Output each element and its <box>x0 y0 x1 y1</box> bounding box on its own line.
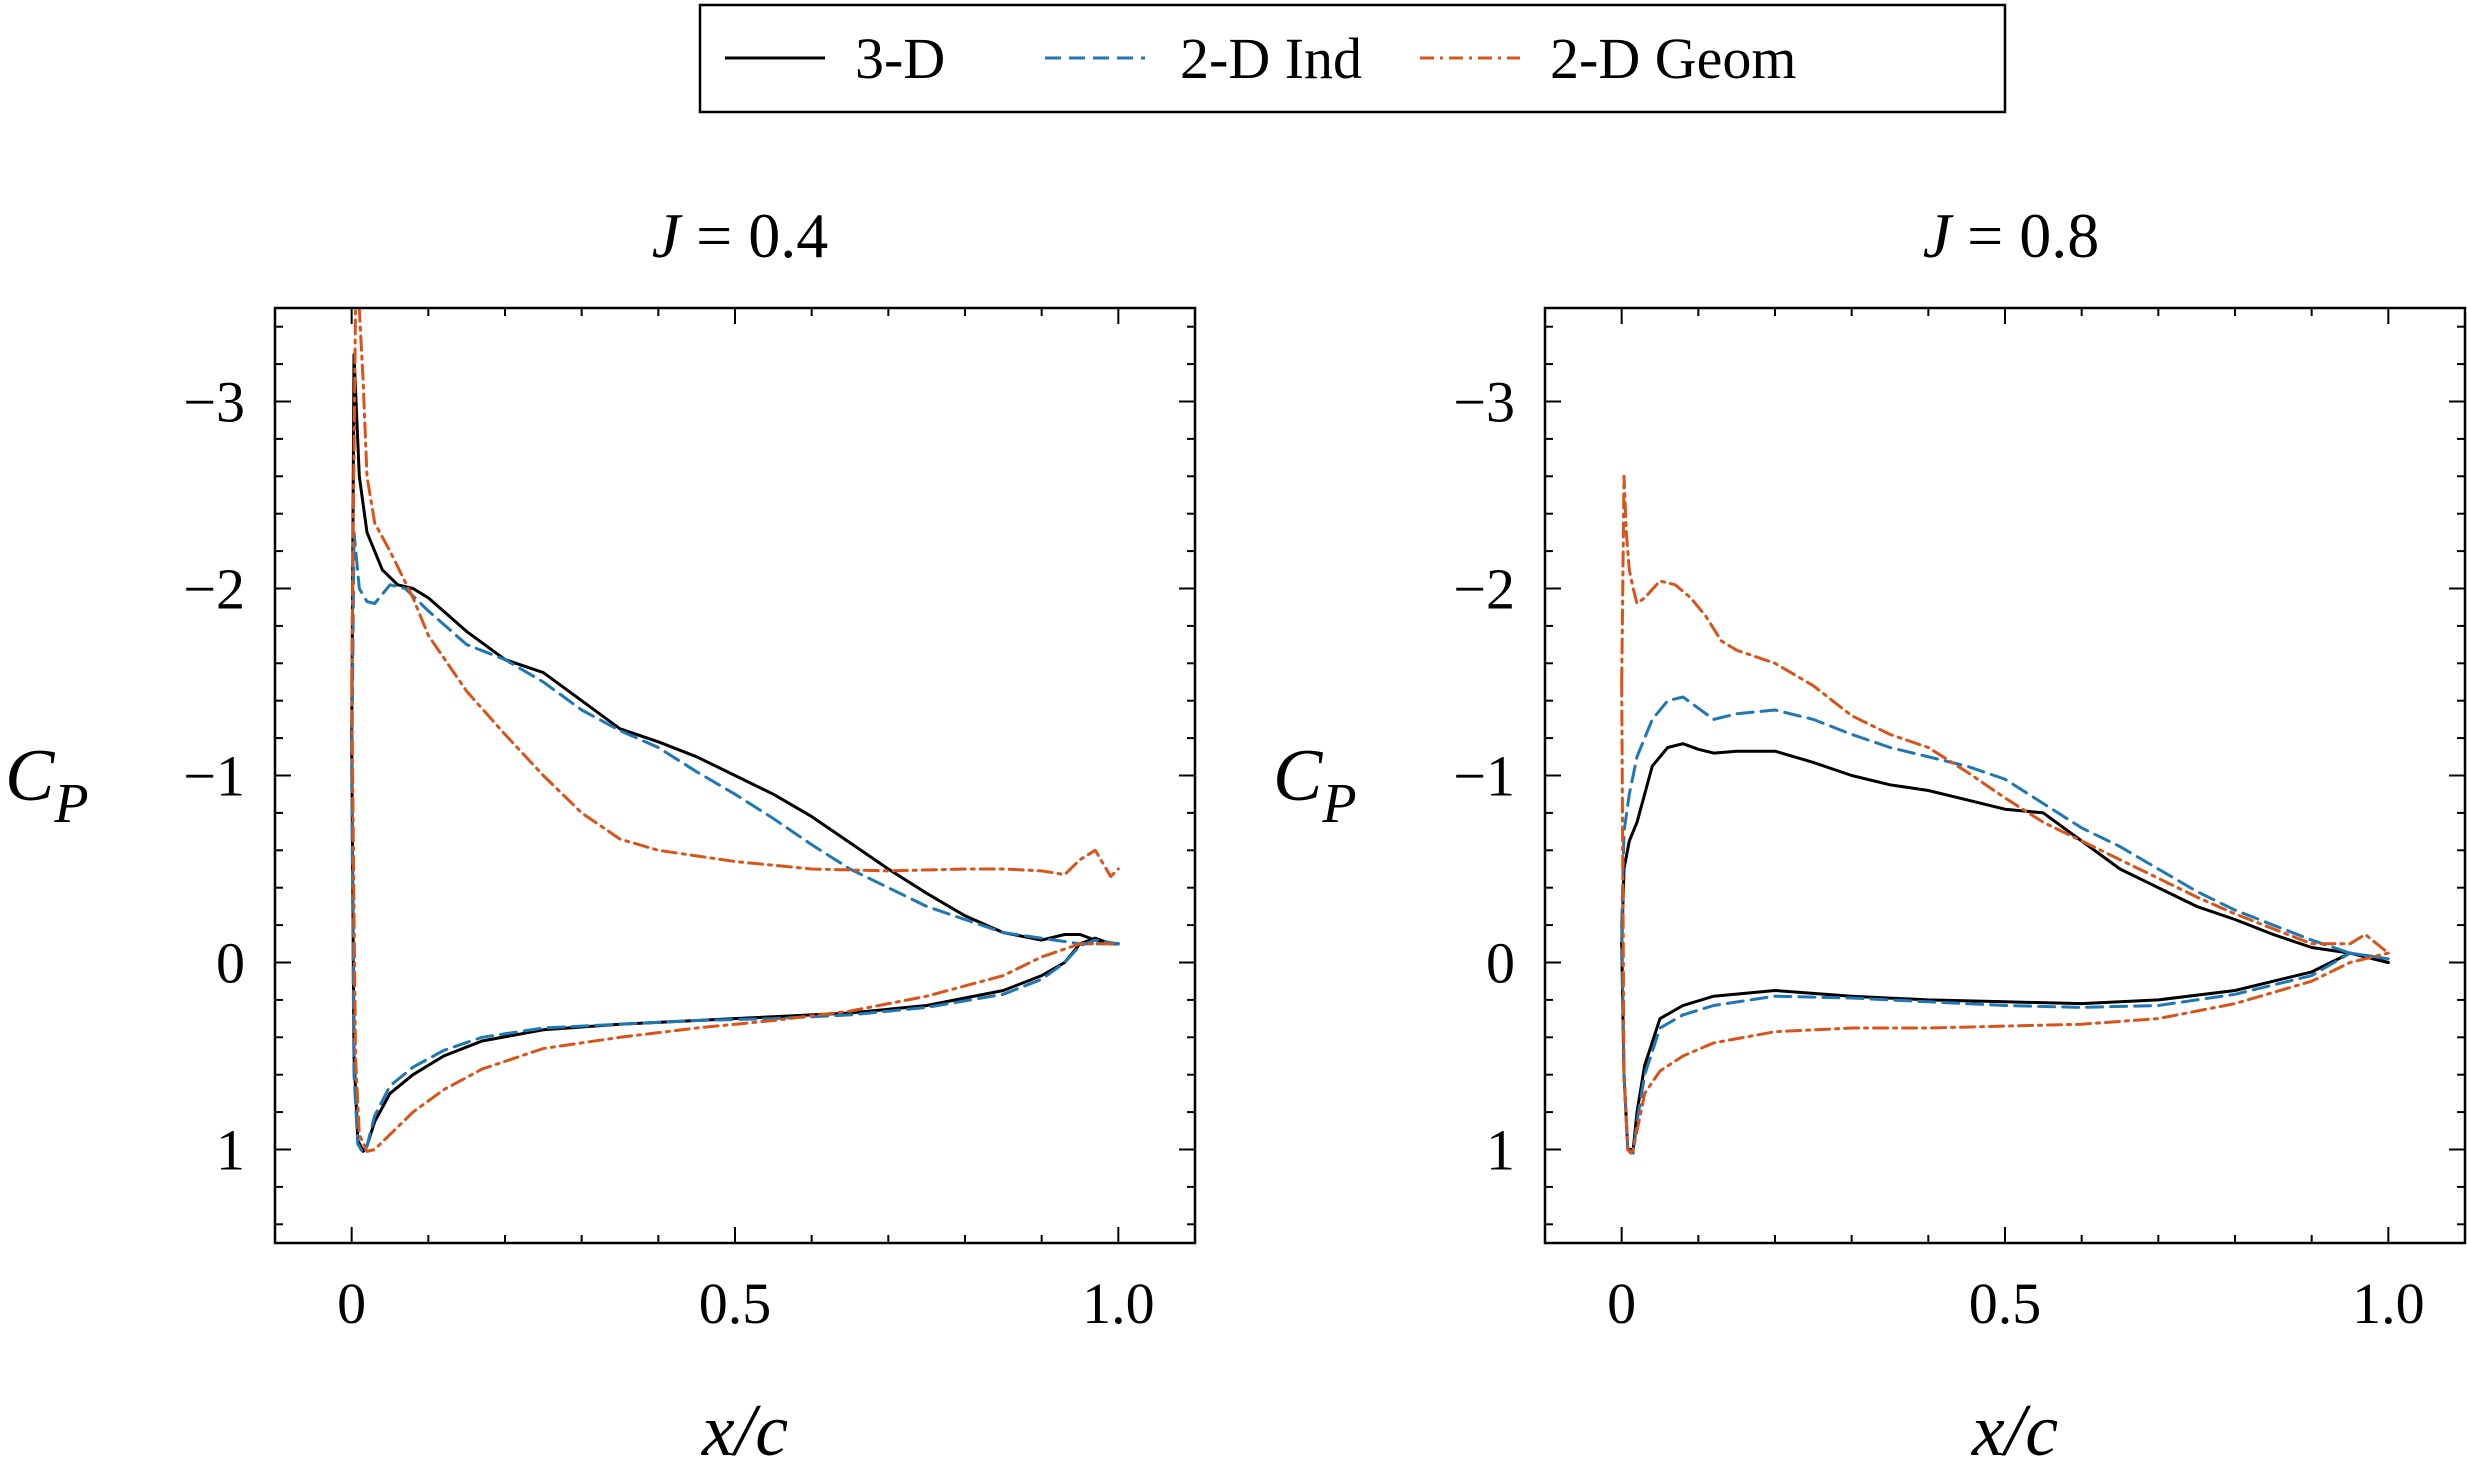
y-axis-title-main: C <box>1273 735 1324 817</box>
title-j: J <box>652 200 683 271</box>
x-tick-label: 1.0 <box>1082 1271 1155 1336</box>
y-tick-label: −3 <box>183 370 245 435</box>
y-tick-label: −2 <box>1453 557 1515 622</box>
series-2-d-ind-lower-line <box>1620 923 2390 1155</box>
title-value: = 0.8 <box>1951 200 2099 271</box>
y-axis-title-sub: P <box>1321 773 1356 835</box>
x-axis-title: x/c <box>701 1390 788 1472</box>
panel-title: J = 0.8 <box>1923 200 2100 271</box>
y-tick-label: 1 <box>1486 1118 1515 1183</box>
y-tick-label: 1 <box>216 1118 245 1183</box>
y-tick-label: −2 <box>183 557 245 622</box>
series-3-d-lower-line <box>350 736 1120 1153</box>
y-tick-label: −1 <box>1453 744 1515 809</box>
y-axis-title-sub: P <box>53 773 88 835</box>
series-3-d-lower-line <box>1620 942 2390 1151</box>
series-2-d-geom-upper-line <box>1620 474 2390 955</box>
y-tick-label: −3 <box>1453 370 1515 435</box>
x-tick-label: 0 <box>337 1271 366 1336</box>
y-tick-label: 0 <box>216 931 245 996</box>
panel-j04: J = 0.4 CP x/c 0 0.5 1.0 −3 −2 −1 0 1 <box>5 200 1197 1472</box>
x-tick-label: 0 <box>1607 1271 1636 1336</box>
plot-frame <box>1543 306 2467 1245</box>
legend-box <box>698 3 2007 114</box>
series-2-d-ind-upper-line <box>1620 695 2390 961</box>
panel-title: J = 0.4 <box>652 200 829 271</box>
legend-label-2d-geom: 2-D Geom <box>1550 26 1796 91</box>
series-2-d-geom-lower-line <box>1620 680 2390 1155</box>
legend: 3-D 2-D Ind 2-D Geom <box>698 3 2007 114</box>
series-2-d-ind-upper-line <box>350 530 1120 946</box>
x-tick-label: 1.0 <box>2352 1271 2425 1336</box>
y-axis-title: CP <box>1273 735 1357 835</box>
panel-j08: J = 0.8 CP x/c 0 0.5 1.0 −3 −2 −1 0 1 <box>1273 200 2467 1472</box>
series-group <box>1620 474 2390 1155</box>
y-tick-label: −1 <box>183 744 245 809</box>
x-tick-label: 0.5 <box>1969 1271 2042 1336</box>
series-group <box>350 308 1120 1155</box>
series-2-d-geom-upper-line <box>350 308 1120 878</box>
series-3-d-upper-line <box>1620 742 2390 964</box>
y-axis-title: CP <box>5 735 89 835</box>
y-axis-title-main: C <box>5 735 56 817</box>
x-axis-title: x/c <box>1971 1390 2058 1472</box>
series-2-d-geom-lower-line <box>350 680 1120 1153</box>
legend-label-2d-ind: 2-D Ind <box>1180 26 1362 91</box>
ticks-group: 0 0.5 1.0 −3 −2 −1 0 1 <box>1453 308 2466 1336</box>
legend-label-3d: 3-D <box>855 26 945 91</box>
series-2-d-ind-lower-line <box>350 774 1120 1155</box>
series-3-d-upper-line <box>350 353 1120 946</box>
x-tick-label: 0.5 <box>699 1271 772 1336</box>
y-tick-label: 0 <box>1486 931 1515 996</box>
title-value: = 0.4 <box>680 200 828 271</box>
title-j: J <box>1923 200 1954 271</box>
ticks-group: 0 0.5 1.0 −3 −2 −1 0 1 <box>183 308 1196 1336</box>
